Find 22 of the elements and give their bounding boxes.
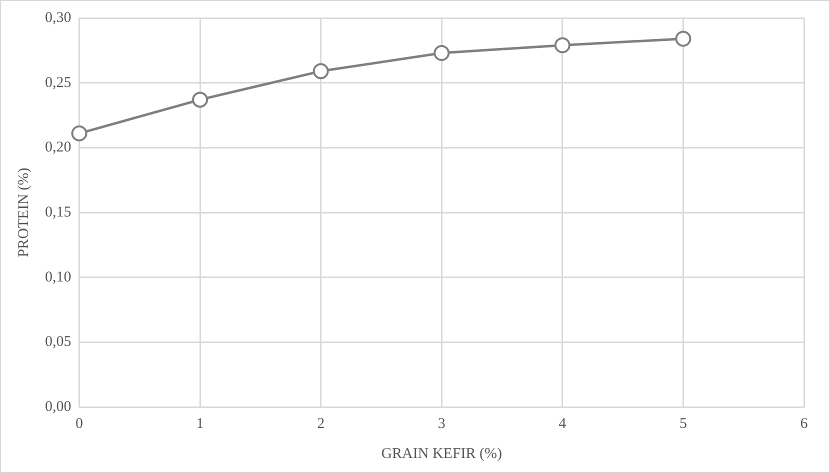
x-tick-label: 4 bbox=[558, 416, 567, 432]
y-tick-label: 0,10 bbox=[45, 269, 72, 286]
y-tick-label: 0,05 bbox=[45, 334, 72, 350]
point bbox=[192, 92, 208, 108]
point bbox=[434, 45, 450, 62]
point bbox=[675, 30, 692, 47]
y-tick-label: 0,00 bbox=[45, 398, 72, 415]
x-tick-label: 0 bbox=[76, 416, 83, 432]
y-tick-label: 0,20 bbox=[45, 140, 72, 156]
y-tick-label: 0,30 bbox=[45, 10, 72, 26]
x-tick-label: 6 bbox=[800, 416, 808, 432]
point bbox=[71, 125, 88, 142]
x-tick-label: 5 bbox=[679, 416, 687, 432]
y-tick-label: 0,15 bbox=[45, 204, 72, 220]
x-tick-label: 1 bbox=[196, 416, 204, 432]
x-tick-label: 3 bbox=[438, 416, 446, 432]
y-axis-title: PROTEIN (%) bbox=[16, 168, 32, 258]
point bbox=[554, 37, 570, 54]
y-tick-label: 0,25 bbox=[45, 74, 72, 91]
point bbox=[312, 63, 329, 80]
x-axis-title: GRAIN KEFIR (%) bbox=[381, 446, 502, 462]
x-tick-label: 2 bbox=[317, 416, 325, 432]
